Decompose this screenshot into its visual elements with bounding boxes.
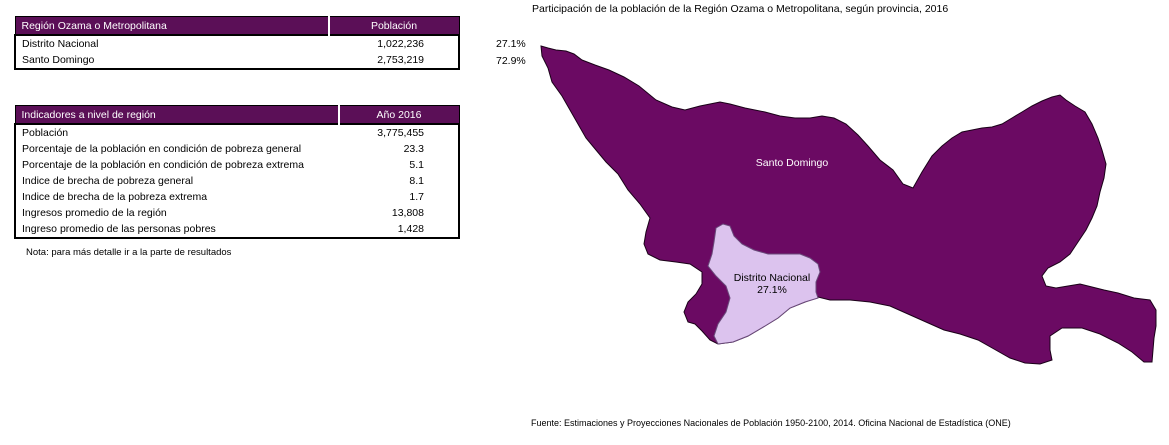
row-name: Ingresos promedio de la región: [22, 207, 167, 219]
row-value: 1,022,236: [377, 38, 424, 50]
row-value: 1.7: [409, 191, 424, 203]
region-table-header-value: Población: [328, 16, 460, 36]
side-percentage-1: 27.1%: [496, 38, 526, 50]
table-row: Población 3,775,455: [15, 124, 459, 141]
row-name: Porcentaje de la población en condición …: [22, 143, 302, 155]
table-row: Ingresos promedio de la región 13,808: [15, 205, 459, 221]
map-title: Participación de la población de la Regi…: [532, 3, 949, 15]
row-name: Porcentaje de la población en condición …: [22, 159, 304, 171]
region-table-header-name: Región Ozama o Metropolitana: [14, 16, 330, 36]
row-name: Indice de brecha de la pobreza extrema: [22, 191, 208, 203]
indicators-table-header-name: Indicadores a nivel de región: [14, 105, 340, 125]
table-row: Indice de brecha de pobreza general 8.1: [15, 173, 459, 189]
source-text: Fuente: Estimaciones y Proyecciones Naci…: [531, 418, 1011, 428]
region-distrito-nacional: [707, 223, 821, 345]
region-population-table: Región Ozama o Metropolitana Población D…: [14, 16, 460, 70]
row-value: 13,808: [391, 207, 424, 219]
region-santo-domingo: [540, 45, 1157, 365]
table-row: Santo Domingo 2,753,219: [15, 52, 459, 69]
row-value: 8.1: [409, 175, 424, 187]
row-value: 1,428: [397, 223, 424, 235]
table-row: Distrito Nacional 1,022,236: [15, 35, 459, 52]
row-name: Santo Domingo: [22, 54, 95, 66]
row-name: Indice de brecha de pobreza general: [22, 175, 194, 187]
indicators-table: Indicadores a nivel de región Año 2016 P…: [14, 105, 460, 239]
row-value: 23.3: [403, 143, 424, 155]
indicators-table-header-value: Año 2016: [338, 105, 460, 125]
row-name: Ingreso promedio de las personas pobres: [22, 223, 216, 235]
table-row: Porcentaje de la población en condición …: [15, 157, 459, 173]
side-percentage-2: 72.9%: [496, 55, 526, 67]
row-value: 5.1: [409, 159, 424, 171]
label-distrito-nacional: Distrito Nacional: [734, 272, 810, 284]
table-row: Porcentaje de la población en condición …: [15, 141, 459, 157]
note-text: Nota: para más detalle ir a la parte de …: [26, 247, 232, 258]
row-value: 3,775,455: [377, 127, 424, 139]
label-distrito-nacional-percent: 27.1%: [757, 284, 787, 296]
label-santo-domingo: Santo Domingo: [756, 157, 829, 169]
table-row: Indice de brecha de la pobreza extrema 1.…: [15, 189, 459, 205]
row-name: Población: [22, 127, 69, 139]
row-value: 2,753,219: [377, 54, 424, 66]
row-name: Distrito Nacional: [22, 38, 99, 50]
table-row: Ingreso promedio de las personas pobres 1…: [15, 221, 459, 238]
